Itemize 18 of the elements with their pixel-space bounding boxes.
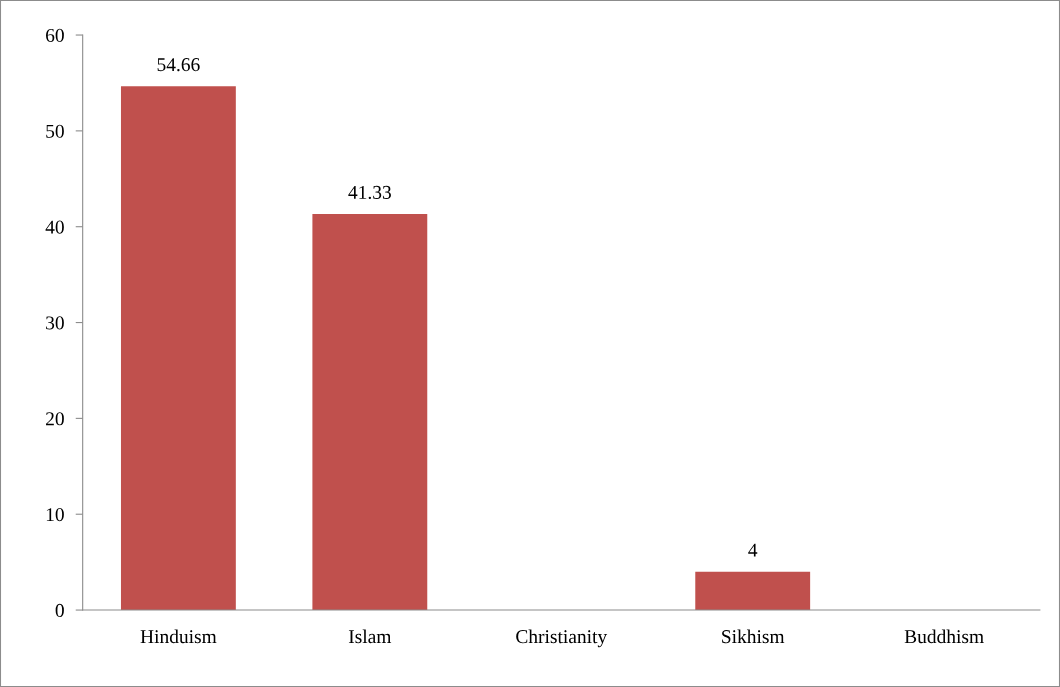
bar	[695, 571, 811, 611]
data-label: 54.66	[157, 58, 200, 72]
y-tick-label: 0	[55, 603, 64, 617]
bar	[312, 213, 428, 611]
y-tick-label: 50	[46, 124, 64, 138]
x-tick-label: Christianity	[516, 629, 608, 648]
x-tick-label: Sikhism	[722, 629, 785, 644]
y-tick-label: 10	[46, 508, 64, 522]
data-label: 41.33	[348, 185, 391, 199]
data-label: 4	[748, 543, 758, 557]
y-tick-label: 60	[46, 28, 64, 42]
x-tick-label: Hinduism	[140, 629, 217, 644]
y-tick-label: 20	[46, 412, 64, 426]
x-tick-label: Buddhism	[904, 629, 984, 644]
y-tick-label: 30	[46, 316, 64, 330]
bar	[120, 86, 236, 611]
x-tick-label: Islam	[348, 629, 392, 644]
y-tick-label: 40	[45, 220, 64, 234]
